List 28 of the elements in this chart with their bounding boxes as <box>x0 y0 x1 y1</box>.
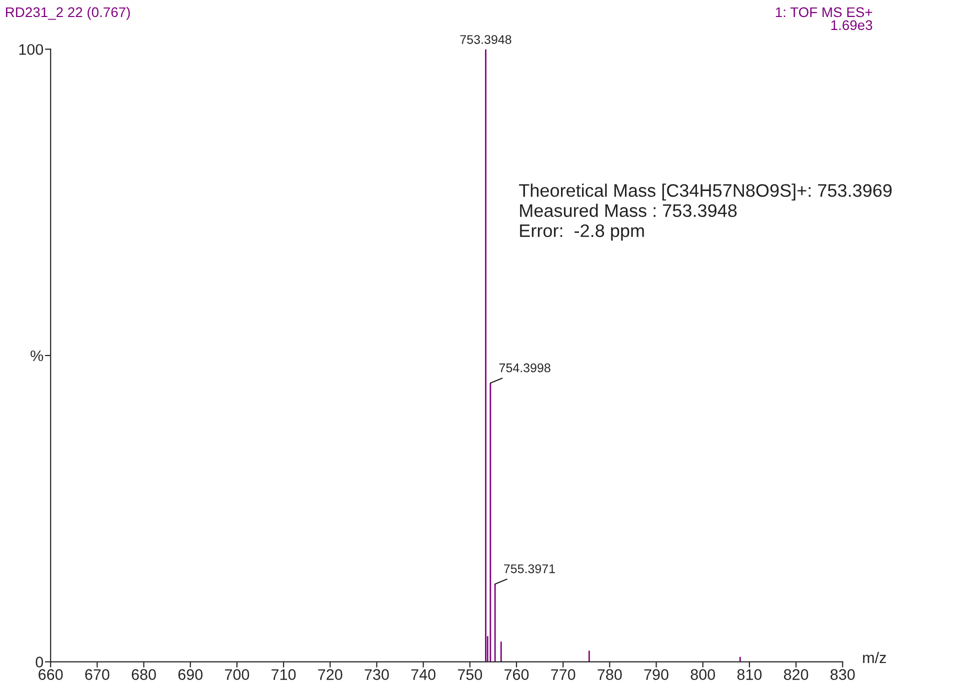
x-tick-label: 670 <box>85 669 110 680</box>
x-axis-title: m/z <box>863 652 886 664</box>
x-tick-label: 770 <box>551 669 576 680</box>
x-tick-label: 740 <box>411 669 436 680</box>
x-tick-label: 810 <box>737 669 762 680</box>
x-tick-label: 720 <box>318 669 342 680</box>
text: 1: TOF MS ES+ 1.69e3 <box>776 7 872 30</box>
x-tick-label: 760 <box>504 669 529 680</box>
annotation: 755.3971 <box>504 564 555 574</box>
x-tick-label: 800 <box>690 669 715 680</box>
x-tick-label: 750 <box>458 669 482 680</box>
annotation: 754.3998 <box>499 363 550 372</box>
annotation: Theoretical Mass [C34H57N8O9S]+: 753.3969 Measured Mass : 753.3948 Error: -2.8 ppm <box>519 184 892 241</box>
x-tick-label: 690 <box>178 669 203 680</box>
y-tick-label: 100 <box>19 44 44 55</box>
x-tick-label: 700 <box>224 669 250 680</box>
x-tick-label: 680 <box>132 669 156 680</box>
x-tick-label: 780 <box>598 669 622 680</box>
annotation: 753.3948 <box>460 35 512 44</box>
x-tick-label: 790 <box>644 669 668 680</box>
y-tick-label: 0 <box>36 656 44 668</box>
x-tick-label: 730 <box>364 669 389 680</box>
y-tick-label: % <box>30 350 44 362</box>
x-tick-label: 830 <box>830 669 855 680</box>
x-tick-label: 820 <box>784 669 808 680</box>
chart-title: RD231_2 22 (0.767) <box>6 6 130 20</box>
x-tick-label: 660 <box>38 669 63 680</box>
x-tick-label: 710 <box>272 669 296 680</box>
